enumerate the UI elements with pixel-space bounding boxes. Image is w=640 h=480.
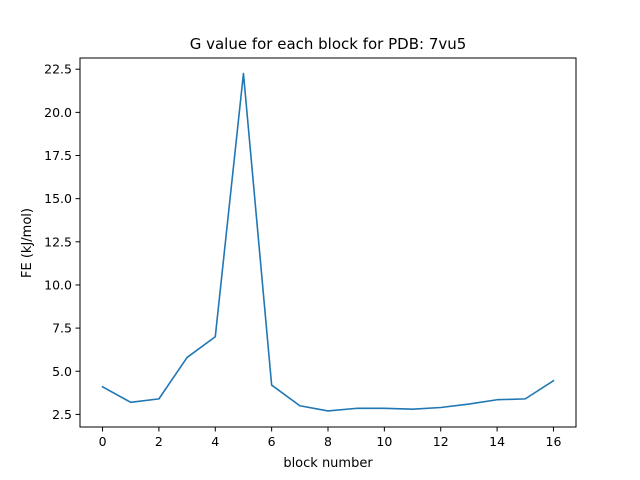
chart-title: G value for each block for PDB: 7vu5 bbox=[190, 35, 467, 53]
plot-area-frame bbox=[79, 57, 577, 428]
x-tick-label: 10 bbox=[376, 434, 392, 449]
x-tick-label: 2 bbox=[155, 434, 163, 449]
y-tick-label: 7.5 bbox=[52, 321, 72, 336]
y-tick-label: 10.0 bbox=[44, 277, 72, 292]
x-tick-label: 8 bbox=[324, 434, 332, 449]
x-tick-label: 4 bbox=[211, 434, 219, 449]
series-line bbox=[101, 72, 555, 412]
x-tick-label: 0 bbox=[99, 434, 107, 449]
x-tick-label: 14 bbox=[489, 434, 505, 449]
y-tick-label: 20.0 bbox=[44, 105, 72, 120]
y-tick-label: 17.5 bbox=[44, 148, 72, 163]
y-tick-label: 12.5 bbox=[44, 234, 72, 249]
x-tick-label: 12 bbox=[433, 434, 449, 449]
y-tick-label: 5.0 bbox=[52, 364, 72, 379]
y-tick-label: 2.5 bbox=[52, 407, 72, 422]
x-axis-label: block number bbox=[283, 456, 373, 471]
x-axis-ticks: 0 2 4 6 8 10 12 14 16 bbox=[99, 427, 562, 449]
y-tick-label: 22.5 bbox=[44, 62, 72, 77]
y-axis-label: FE (kJ/mol) bbox=[20, 208, 35, 278]
series-layer bbox=[101, 72, 555, 412]
y-tick-label: 15.0 bbox=[44, 191, 72, 206]
y-axis-ticks: 2.5 5.0 7.5 10.0 12.5 15.0 17.5 20.0 22.5 bbox=[44, 62, 80, 422]
x-tick-label: 6 bbox=[268, 434, 276, 449]
x-tick-label: 16 bbox=[546, 434, 562, 449]
